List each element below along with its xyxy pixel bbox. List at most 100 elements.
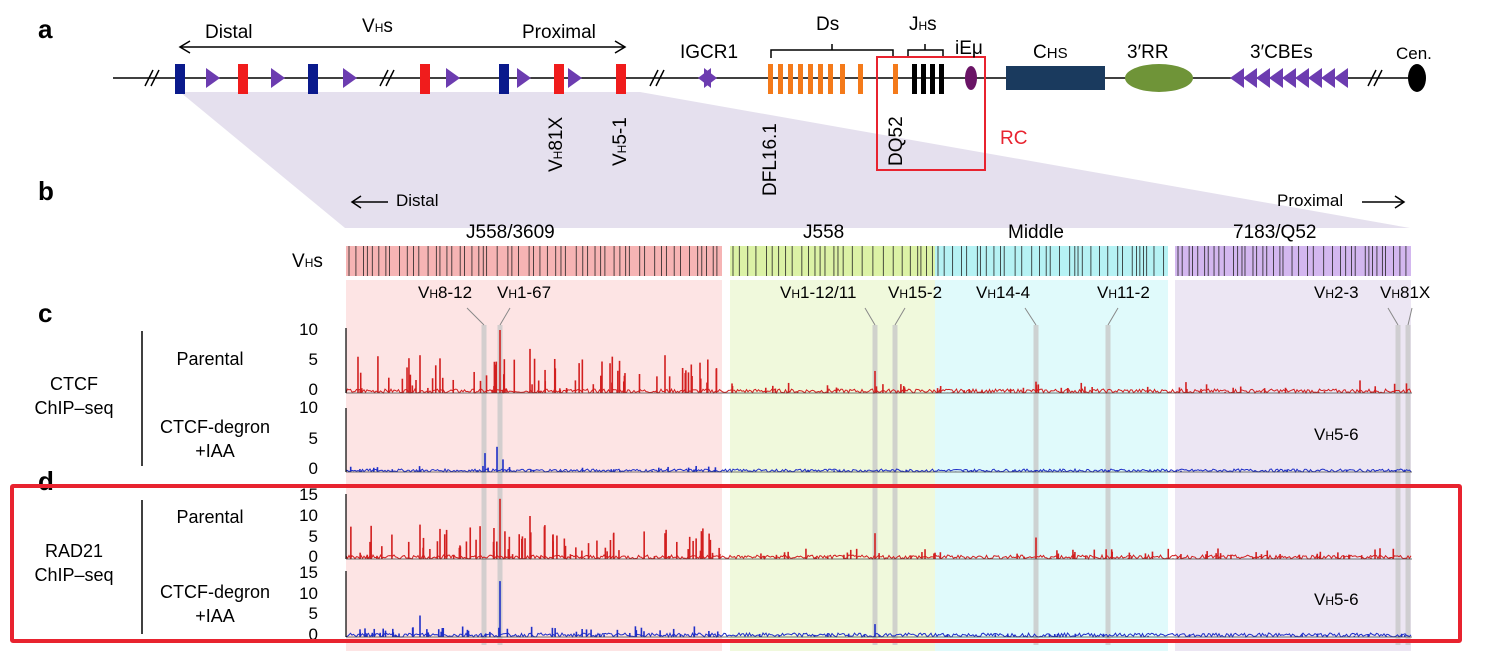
domain-bar-1 xyxy=(730,246,935,276)
marker-label-5: VH11-2 xyxy=(1097,283,1150,302)
tick-rad21-par-0: 0 xyxy=(308,547,318,566)
domain-arrows xyxy=(350,195,1406,209)
marker-label-6: VH2-3 xyxy=(1314,283,1359,302)
3cbes-label: 3′CBEs xyxy=(1250,42,1313,63)
tick-rad21-deg-15: 15 xyxy=(299,563,318,582)
proximal-label: Proximal xyxy=(522,22,596,43)
vh5-6-label-rad21: VH5-6 xyxy=(1314,590,1359,609)
tick-ctcf-deg-5: 5 xyxy=(308,429,318,448)
marker-label-2: VH1-12/11 xyxy=(780,283,857,302)
tick-ctcf-par-10: 10 xyxy=(299,320,318,339)
centromere-ellipse xyxy=(1408,64,1426,92)
vh-domain-bars xyxy=(346,246,1411,276)
jh-segments xyxy=(912,64,944,94)
tick-rad21-deg-0: 0 xyxy=(308,625,318,644)
rad21-parental-label: Parental xyxy=(176,507,244,527)
rad21-degron-label: CTCF-degron +IAA xyxy=(159,582,271,626)
vhs-row-label: VHs xyxy=(292,251,323,272)
tick-rad21-par-10: 10 xyxy=(299,506,318,525)
domain-name-j558: J558 xyxy=(803,222,845,243)
jhs-bracket xyxy=(907,44,944,58)
jhs-label: JHs xyxy=(909,14,937,35)
marker-leader xyxy=(864,307,876,326)
dq52-label: DQ52 xyxy=(886,116,907,166)
domain-bg-j558-3609 xyxy=(346,280,722,651)
vh-segment-blue xyxy=(499,64,509,94)
cen-label: Cen. xyxy=(1396,44,1432,63)
iemu-ellipse xyxy=(965,66,977,90)
igcr1-cbe xyxy=(704,68,717,88)
rad21-chipseq-label: RAD21 ChIP–seq xyxy=(34,541,114,585)
domain-bar-0 xyxy=(346,246,722,276)
igcr1-label: IGCR1 xyxy=(680,42,739,63)
vh81x-label: VH81X xyxy=(546,116,567,172)
vh81x-segment xyxy=(554,64,564,94)
ctcf-degron-baseline xyxy=(345,467,1412,474)
cbe-triangle xyxy=(206,68,220,88)
marker-leader xyxy=(1024,307,1037,326)
panel-letter-b: b xyxy=(38,176,54,206)
ctcf-parental-label: Parental xyxy=(176,349,244,369)
ds-bracket xyxy=(770,44,894,58)
vhs-label: VHs xyxy=(362,16,393,37)
vh-segment-red xyxy=(238,64,248,94)
vhs-span-arrow xyxy=(178,40,627,54)
locus-map xyxy=(113,40,1426,171)
vh5-1-label: VH5-1 xyxy=(610,117,631,166)
rad21-degron-baseline xyxy=(345,631,1412,639)
marker-leader xyxy=(1387,307,1399,326)
proximal-domain-label: Proximal xyxy=(1277,191,1344,210)
dfl16-1-label: DFL16.1 xyxy=(760,123,781,196)
tick-ctcf-deg-10: 10 xyxy=(299,398,318,417)
ctcf-chipseq-label: CTCF ChIP–seq xyxy=(34,374,114,418)
domain-bar-3 xyxy=(1175,246,1411,276)
tick-rad21-par-5: 5 xyxy=(308,527,318,546)
cbe-triangle xyxy=(446,68,460,88)
marker-label-0: VH8-12 xyxy=(418,283,473,302)
distal-domain-label: Distal xyxy=(396,191,439,210)
marker-leader xyxy=(466,307,485,326)
domain-bg-7183 xyxy=(1175,280,1411,651)
domain-name-j558-3609: J558/3609 xyxy=(466,222,555,243)
3rr-label: 3′RR xyxy=(1127,42,1169,63)
panel-letter-a: a xyxy=(38,14,53,44)
projection-shade xyxy=(180,92,1410,228)
domain-bg-middle xyxy=(935,280,1168,651)
chs-label: CHS xyxy=(1033,42,1068,63)
marker-leader xyxy=(499,307,511,326)
tick-ctcf-par-5: 5 xyxy=(308,350,318,369)
cbe-triangle xyxy=(343,68,357,88)
panel-letter-d: d xyxy=(38,466,54,496)
marker-leader xyxy=(1107,307,1119,326)
rad21-highlight-box xyxy=(10,484,1462,643)
tick-rad21-deg-10: 10 xyxy=(299,584,318,603)
marker-label-1: VH1-67 xyxy=(497,283,552,302)
3cbes-triangles xyxy=(1230,68,1348,88)
tick-ctcf-par-0: 0 xyxy=(308,380,318,399)
rc-box xyxy=(876,56,986,171)
marker-label-4: VH14-4 xyxy=(976,283,1031,302)
chip-tracks xyxy=(345,330,1412,639)
distal-label: Distal xyxy=(205,22,253,43)
vh-segment-blue xyxy=(175,64,185,94)
cbe-triangle xyxy=(271,68,285,88)
vh5-1-segment xyxy=(616,64,626,94)
3rr-ellipse xyxy=(1125,64,1193,92)
tick-rad21-deg-5: 5 xyxy=(308,604,318,623)
panel-letter-c: c xyxy=(38,298,53,328)
rc-label: RC xyxy=(1000,128,1028,149)
domain-name-7183-q52: 7183/Q52 xyxy=(1233,222,1317,243)
ds-label: Ds xyxy=(816,14,840,35)
vh-segment-red xyxy=(420,64,430,94)
cbe-triangle xyxy=(568,68,582,88)
marker-label-3: VH15-2 xyxy=(888,283,943,302)
vh-segment-blue xyxy=(308,64,318,94)
marker-leader xyxy=(1407,307,1413,326)
domain-name-middle: Middle xyxy=(1008,222,1064,243)
tick-ctcf-deg-0: 0 xyxy=(308,459,318,478)
tick-rad21-par-15: 15 xyxy=(299,485,318,504)
ctcf-degron-label: CTCF-degron +IAA xyxy=(159,417,271,461)
marker-label-7: VH81X xyxy=(1380,283,1431,302)
domain-bar-2 xyxy=(935,246,1168,276)
domain-bg-j558 xyxy=(730,280,935,651)
